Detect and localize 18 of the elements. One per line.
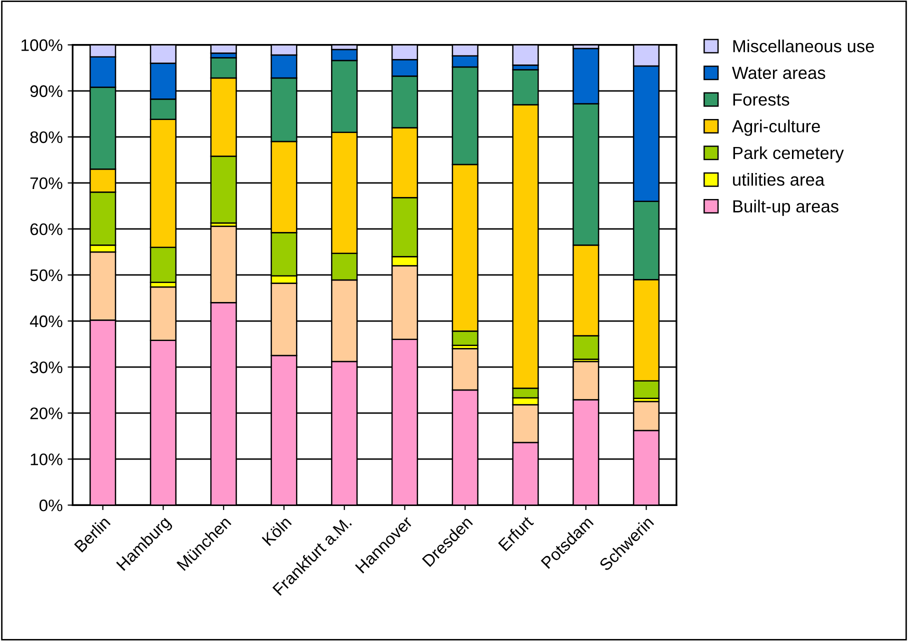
y-tick-label: 70% bbox=[30, 177, 62, 190]
y-tick-label: 0% bbox=[39, 500, 62, 512]
legend-label: Built-up areas bbox=[733, 200, 838, 216]
y-tick-label: 80% bbox=[30, 131, 62, 144]
y-tick-label: 50% bbox=[30, 269, 62, 282]
legend-label: utilities area bbox=[733, 173, 825, 186]
legend-label: Miscellaneous use bbox=[733, 40, 874, 52]
y-tick-label: 20% bbox=[30, 407, 62, 420]
y-tick-label: 90% bbox=[30, 85, 62, 98]
y-tick-label: 40% bbox=[30, 315, 62, 328]
y-tick-label: 30% bbox=[30, 361, 62, 374]
legend-label: Forests bbox=[733, 94, 790, 106]
legend-label: Water areas bbox=[732, 66, 826, 80]
y-tick-label: 100% bbox=[22, 39, 62, 52]
y-tick-label: 60% bbox=[30, 223, 62, 236]
legend-label: Park cemetery bbox=[733, 146, 844, 163]
y-tick-label: 10% bbox=[30, 453, 62, 466]
legend-label: Agri-culture bbox=[732, 120, 820, 136]
